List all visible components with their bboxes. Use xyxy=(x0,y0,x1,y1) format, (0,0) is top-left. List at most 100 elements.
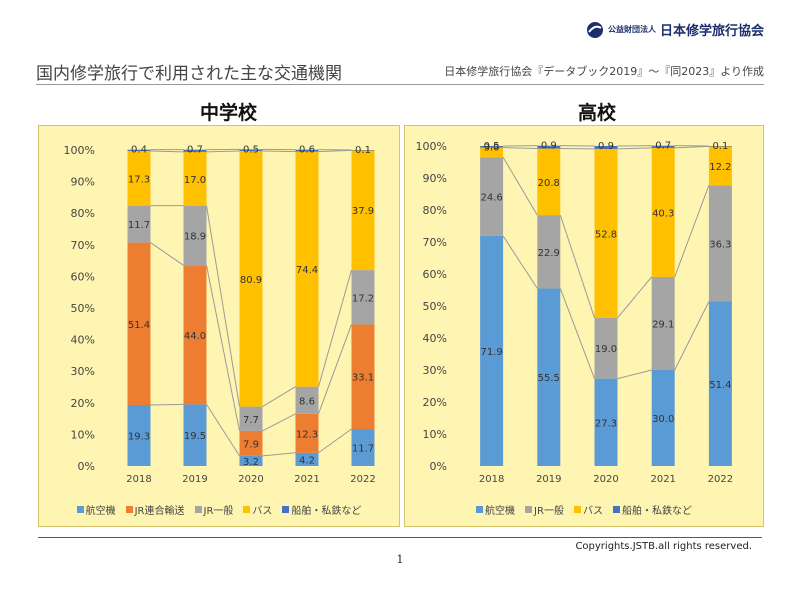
series-line xyxy=(674,301,710,371)
bar-segment xyxy=(594,146,618,149)
bar-segment xyxy=(183,404,207,466)
bar-segment xyxy=(183,205,207,266)
bar-segment xyxy=(708,146,732,147)
legend-label: バス xyxy=(252,506,273,517)
x-tick-label: 2021 xyxy=(294,474,319,485)
data-label: 36.3 xyxy=(709,239,731,250)
y-tick-label: 80% xyxy=(423,204,447,217)
data-label: 0.9 xyxy=(541,141,557,152)
organization-logo: 公益財団法人 日本修学旅行協会 xyxy=(586,20,764,39)
data-label: 19.3 xyxy=(128,432,150,443)
legend-swatch xyxy=(194,506,202,513)
logo-name: 日本修学旅行協会 xyxy=(659,24,764,39)
legend-swatch xyxy=(476,506,484,513)
bar-segment xyxy=(183,149,207,152)
bar-segment xyxy=(651,276,675,370)
x-tick-label: 2021 xyxy=(650,474,675,485)
data-label: 0.7 xyxy=(187,145,203,156)
series-line xyxy=(150,150,184,153)
bar-segment xyxy=(651,145,675,148)
data-label: 0.4 xyxy=(131,145,147,156)
series-line xyxy=(674,145,709,149)
legend-item: JR一般 xyxy=(525,502,564,517)
legend-high-school: 航空機 JR一般 バス 船舶・私鉄など xyxy=(405,502,763,517)
y-tick-label: 0% xyxy=(430,460,447,473)
legend-item: バス xyxy=(573,502,603,517)
data-label: 80.9 xyxy=(240,275,262,286)
x-tick-label: 2018 xyxy=(479,474,504,485)
data-label: 0.5 xyxy=(243,144,259,155)
legend-item: 船舶・私鉄など xyxy=(612,502,692,517)
chart-high-school: 0% 10% 20% 30% 40% 50% 60% 70% 80% 90% 100% 2018 201… xyxy=(416,140,734,485)
legend-label: JR一般 xyxy=(203,506,234,517)
legend-label: 航空機 xyxy=(485,506,516,517)
legend-swatch xyxy=(573,506,581,513)
source-note: 日本修学旅行協会『データブック2019』～『同2023』より作成 xyxy=(444,65,764,78)
bar-segment xyxy=(295,413,319,453)
series-line xyxy=(262,452,296,457)
data-label: 51.4 xyxy=(128,320,150,331)
data-label: 12.2 xyxy=(709,162,731,173)
x-tick-label: 2022 xyxy=(350,474,375,485)
legend-label: バス xyxy=(582,506,603,517)
data-label: 52.8 xyxy=(595,229,617,240)
series-line xyxy=(617,147,652,150)
copyright-text: Copyrights.JSTB.all rights reserved. xyxy=(575,541,752,552)
y-tick-label: 60% xyxy=(71,270,95,283)
y-tick-label: 40% xyxy=(71,334,95,347)
data-label: 33.1 xyxy=(352,373,374,384)
chart-panel-junior-high: 0% 10% 20% 30% 40% 50% 60% 70% 80% 90% 100% 2018 201… xyxy=(38,125,400,527)
data-label: 0.9 xyxy=(598,141,614,152)
legend-swatch xyxy=(612,506,620,513)
data-label: 3.0 xyxy=(484,143,500,154)
page-title: 国内修学旅行で利用された主な交通機関 xyxy=(36,64,342,84)
series-line xyxy=(206,150,240,153)
y-tick-label: 10% xyxy=(71,428,95,441)
legend-item: JR連合輸送 xyxy=(125,502,185,517)
legend-item: JR一般 xyxy=(194,502,234,517)
logo-mark-icon xyxy=(586,21,603,38)
y-tick-label: 30% xyxy=(423,364,447,377)
data-label: 0.7 xyxy=(655,141,671,152)
legend-label: 船舶・私鉄など xyxy=(291,506,362,517)
series-line xyxy=(318,149,352,153)
bar-segment xyxy=(537,145,561,149)
data-label: 71.9 xyxy=(480,347,502,358)
legend-swatch xyxy=(282,506,290,513)
page-number: 1 xyxy=(396,553,404,566)
legend-item: バス xyxy=(243,502,272,517)
data-label: 12.3 xyxy=(296,429,318,440)
bar-segment xyxy=(295,386,319,414)
bar-segment xyxy=(351,429,375,466)
bar-segment xyxy=(537,288,561,466)
data-label: 30.0 xyxy=(652,414,674,425)
bar-segment xyxy=(480,146,504,148)
series-line xyxy=(206,404,240,457)
series-line xyxy=(262,386,296,408)
bar-segment xyxy=(127,405,151,466)
data-label: 55.5 xyxy=(538,373,560,384)
bar-segment xyxy=(127,205,151,243)
y-tick-label: 90% xyxy=(423,172,447,185)
logo-prefix: 公益財団法人 xyxy=(607,25,656,34)
chart-junior-high: 0% 10% 20% 30% 40% 50% 60% 70% 80% 90% 100% 2018 201… xyxy=(64,144,376,485)
data-label: 8.6 xyxy=(299,396,315,407)
bar-segment xyxy=(351,150,375,271)
data-label: 4.2 xyxy=(299,455,315,466)
bar-segment xyxy=(708,301,732,466)
series-line xyxy=(318,324,352,415)
y-tick-label: 70% xyxy=(71,239,95,252)
bar-segment xyxy=(127,149,151,151)
bar-segment xyxy=(651,147,675,277)
series-line xyxy=(262,413,296,432)
legend-label: 航空機 xyxy=(85,506,116,517)
y-tick-label: 20% xyxy=(71,397,95,410)
data-label: 0.6 xyxy=(299,145,315,156)
series-line xyxy=(559,214,595,318)
bar-segment xyxy=(239,455,263,466)
bar-segment xyxy=(708,185,732,302)
series-line xyxy=(502,235,538,289)
series-line xyxy=(150,403,184,406)
y-tick-label: 90% xyxy=(71,176,95,189)
x-tick-label: 2019 xyxy=(536,474,561,485)
